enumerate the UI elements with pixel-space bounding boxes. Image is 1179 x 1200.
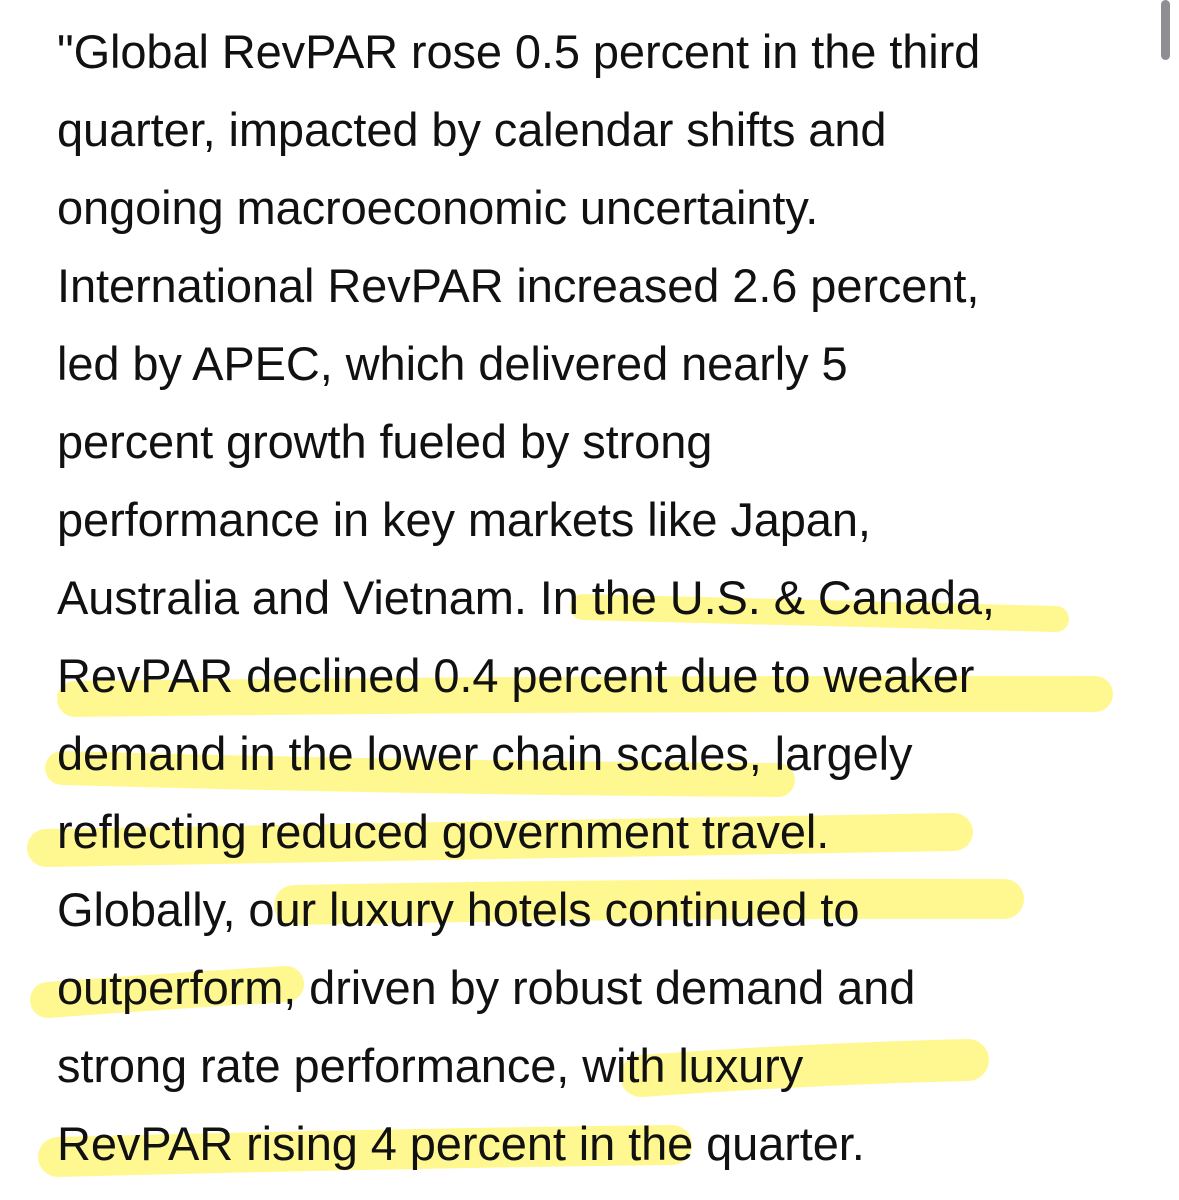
quote-line: Globally, our luxury hotels continued to xyxy=(57,883,860,936)
quote-line: ongoing macroeconomic uncertainty. xyxy=(57,181,819,234)
quote-line: strong rate performance, with luxury xyxy=(57,1039,804,1092)
scrollbar-thumb[interactable] xyxy=(1161,0,1170,60)
quote-line: demand in the lower chain scales, largel… xyxy=(57,727,913,780)
quote-line: percent growth fueled by strong xyxy=(57,415,713,468)
quote-line: "Global RevPAR rose 0.5 percent in the t… xyxy=(57,25,981,78)
quote-line: quarter, impacted by calendar shifts and xyxy=(57,103,887,156)
quote-line: performance in key markets like Japan, xyxy=(57,493,871,546)
quote-line: Australia and Vietnam. In the U.S. & Can… xyxy=(57,571,995,624)
quote-line: International RevPAR increased 2.6 perce… xyxy=(57,259,980,312)
quote-line: reflecting reduced government travel. xyxy=(57,805,830,858)
quote-line: led by APEC, which delivered nearly 5 xyxy=(57,337,848,390)
quote-line: RevPAR rising 4 percent in the quarter. xyxy=(57,1117,865,1170)
quote-line: outperform, driven by robust demand and xyxy=(57,961,916,1014)
quote-line: RevPAR declined 0.4 percent due to weake… xyxy=(57,649,975,702)
